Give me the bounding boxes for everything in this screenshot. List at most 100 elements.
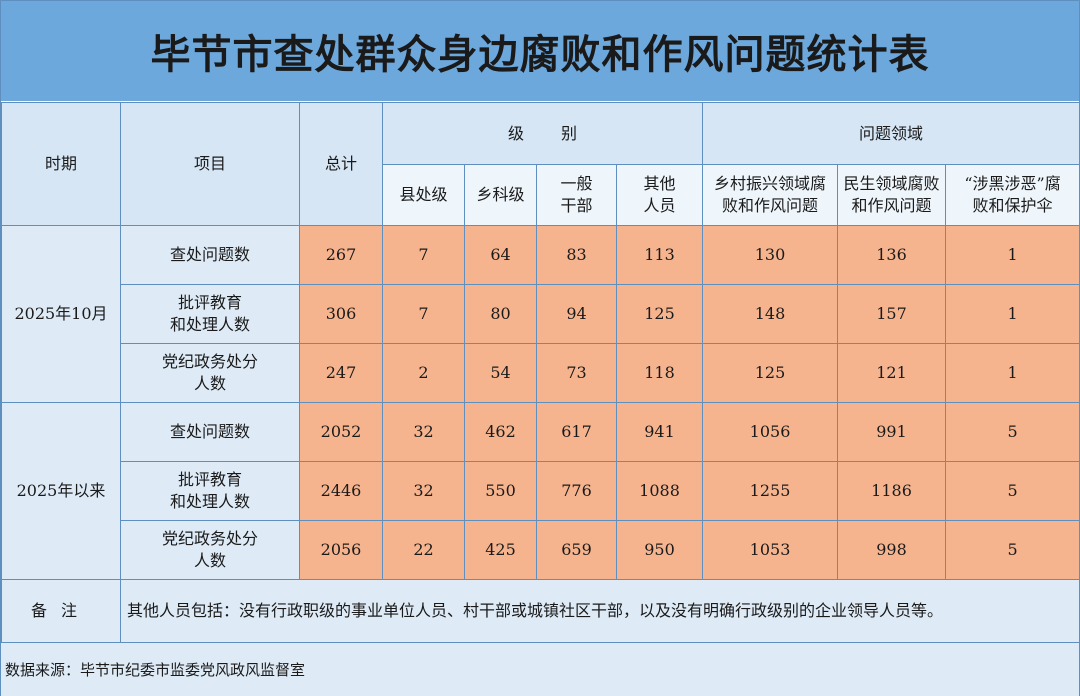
item-line1: 批评教育 [177,470,242,489]
item-line1: 查处问题数 [169,245,250,264]
value-general: 83 [536,225,617,285]
value-general: 617 [536,402,617,462]
table-row: 2025年10月 查处问题数 267 7 64 83 113 130 136 1 [1,225,1080,403]
header-level-other-line2: 人员 [643,196,676,215]
header-row-1: 时期 项目 总计 级 别 问题领域 [1,102,1080,226]
item-cell: 查处问题数 [120,225,300,285]
item-line1: 党纪政务处分 [161,529,258,548]
header-domain-gang-line1: “涉黑涉恶”腐 [964,174,1061,193]
item-cell: 党纪政务处分 人数 [120,520,300,580]
value-gang: 5 [945,520,1080,580]
value-county: 7 [382,284,465,344]
header-domain-rural: 乡村振兴领域腐 败和作风问题 [702,164,839,226]
value-township: 550 [464,461,537,521]
header-item: 项目 [120,102,300,226]
value-gang: 1 [945,284,1080,344]
item-line2: 和处理人数 [169,492,250,511]
header-level-county: 县处级 [382,164,465,226]
header-domain-livelihood-line1: 民生领域腐败 [843,174,940,193]
header-period: 时期 [1,102,121,226]
header-level-group-label: 级 别 [507,123,594,143]
header-level-general-line2: 干部 [560,196,593,215]
value-general: 659 [536,520,617,580]
period-cell: 2025年10月 [1,225,121,403]
item-line1: 查处问题数 [169,422,250,441]
header-domain-gang: “涉黑涉恶”腐 败和保护伞 [945,164,1080,226]
value-other: 941 [615,402,704,462]
header-level-group: 级 别 [381,102,704,165]
table-row: 党纪政务处分 人数 247 2 54 73 118 125 121 1 [2,343,1080,403]
header-level-general-line1: 一般 [560,174,593,193]
value-total: 247 [299,343,383,403]
value-county: 7 [382,225,465,285]
header-level-county-label: 县处级 [399,185,448,204]
value-livelihood: 136 [837,225,947,285]
title-bar: 毕节市查处群众身边腐败和作风问题统计表 [1,1,1079,101]
header-level-other: 其他 人员 [615,164,704,226]
value-county: 22 [382,520,465,580]
header-domain-rural-line2: 败和作风问题 [722,196,819,215]
value-gang: 1 [945,343,1080,403]
item-cell: 批评教育 和处理人数 [120,284,300,344]
value-rural: 1053 [702,520,839,580]
item-cell: 党纪政务处分 人数 [120,343,300,403]
statistics-table: 时期 项目 总计 级 别 问题领域 县处级 乡科级 一般干部 其他人员 乡村振兴… [1,102,1080,643]
value-rural: 125 [702,343,839,403]
header-total: 总计 [299,102,383,226]
value-township: 54 [464,343,537,403]
value-township: 64 [464,225,537,285]
value-total: 2052 [299,402,383,462]
value-other: 125 [615,284,704,344]
header-domain-livelihood-line2: 和作风问题 [851,196,932,215]
value-other: 113 [615,225,704,285]
note-label: 备注 [1,579,121,643]
value-other: 1088 [615,461,704,521]
value-county: 32 [382,461,465,521]
value-general: 776 [536,461,617,521]
table-row: 批评教育 和处理人数 306 7 80 94 125 148 157 1 [2,284,1080,344]
value-township: 462 [464,402,537,462]
page-title: 毕节市查处群众身边腐败和作风问题统计表 [150,32,930,78]
header-domain-livelihood: 民生领域腐败 和作风问题 [837,164,947,226]
value-other: 950 [615,520,704,580]
header-domain-gang-line2: 败和保护伞 [972,196,1053,215]
item-line2: 和处理人数 [169,315,250,334]
item-line1: 批评教育 [177,293,242,312]
header-level-other-line1: 其他 [643,174,676,193]
value-total: 2056 [299,520,383,580]
data-source-bar: 数据来源：毕节市纪委市监委党风政风监督室 [1,642,1079,696]
value-total: 306 [299,284,383,344]
table-row: 2025年以来 查处问题数 2052 32 462 617 941 1056 9… [1,402,1080,580]
value-county: 2 [382,343,465,403]
header-level-general: 一般 干部 [536,164,617,226]
item-cell: 查处问题数 [120,402,300,462]
value-general: 94 [536,284,617,344]
header-domain-rural-line1: 乡村振兴领域腐 [714,174,827,193]
data-source-text: 数据来源：毕节市纪委市监委党风政风监督室 [5,661,306,679]
header-row-2: 县处级 乡科级 一般干部 其他人员 乡村振兴领域腐 败和作风问题 民生领域腐败 和作… [2,164,1080,226]
item-line1: 党纪政务处分 [161,352,258,371]
header-level-township: 乡科级 [464,164,537,226]
table-row: 批评教育 和处理人数 2446 32 550 776 1088 1255 1186… [2,461,1080,521]
value-livelihood: 998 [837,520,947,580]
value-gang: 1 [945,225,1080,285]
period-cell: 2025年以来 [1,402,121,580]
item-cell: 批评教育 和处理人数 [120,461,300,521]
value-other: 118 [615,343,704,403]
value-gang: 5 [945,461,1080,521]
item-line2: 人数 [193,551,226,570]
value-livelihood: 121 [837,343,947,403]
value-general: 73 [536,343,617,403]
value-rural: 130 [702,225,839,285]
value-township: 80 [464,284,537,344]
value-livelihood: 157 [837,284,947,344]
header-level-township-label: 乡科级 [476,185,525,204]
value-total: 267 [299,225,383,285]
value-gang: 5 [945,402,1080,462]
table-row: 党纪政务处分 人数 2056 22 425 659 950 1053 998 5 [2,520,1080,580]
item-line2: 人数 [193,374,226,393]
value-total: 2446 [299,461,383,521]
value-livelihood: 991 [837,402,947,462]
value-rural: 1255 [702,461,839,521]
